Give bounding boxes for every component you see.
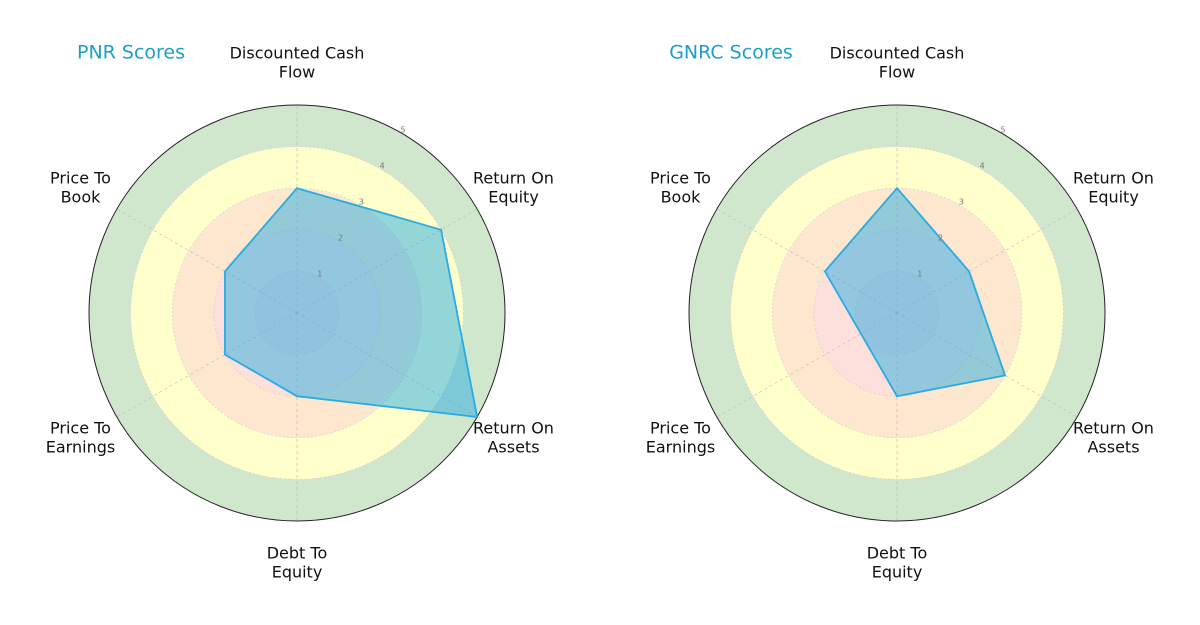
axis-label: Return On Equity [473,168,554,206]
r-tick-label: 3 [959,197,964,206]
r-tick-label: 4 [980,161,985,170]
axis-label: Price To Book [50,168,111,206]
r-tick-label: 5 [400,125,405,134]
chart-title: PNR Scores [77,42,185,64]
axis-label: Price To Earnings [646,418,715,456]
r-tick-label: 3 [359,197,364,206]
score-area [224,187,479,419]
spoke [716,312,898,418]
r-tick-label: 1 [917,269,922,278]
axis-label: Debt To Equity [267,543,328,581]
spoke [896,208,1078,314]
spoke [716,208,898,314]
axis-label: Price To Earnings [46,418,115,456]
r-tick-label: 2 [338,233,343,242]
spoke [116,208,298,314]
axis-label: Return On Assets [1073,418,1154,456]
chart-title: GNRC Scores [669,42,793,64]
score-area [823,186,1007,398]
r-tick-label: 2 [938,233,943,242]
axis-label: Return On Assets [473,418,554,456]
r-tick-label: 4 [380,161,385,170]
r-tick-label: 1 [317,269,322,278]
axis-label: Return On Equity [1073,168,1154,206]
spoke [116,312,298,418]
axis-label: Price To Book [650,168,711,206]
axis-label: Debt To Equity [867,543,928,581]
axis-label: Discounted Cash Flow [830,43,965,81]
axis-label: Discounted Cash Flow [230,43,365,81]
r-tick-label: 5 [1000,125,1005,134]
